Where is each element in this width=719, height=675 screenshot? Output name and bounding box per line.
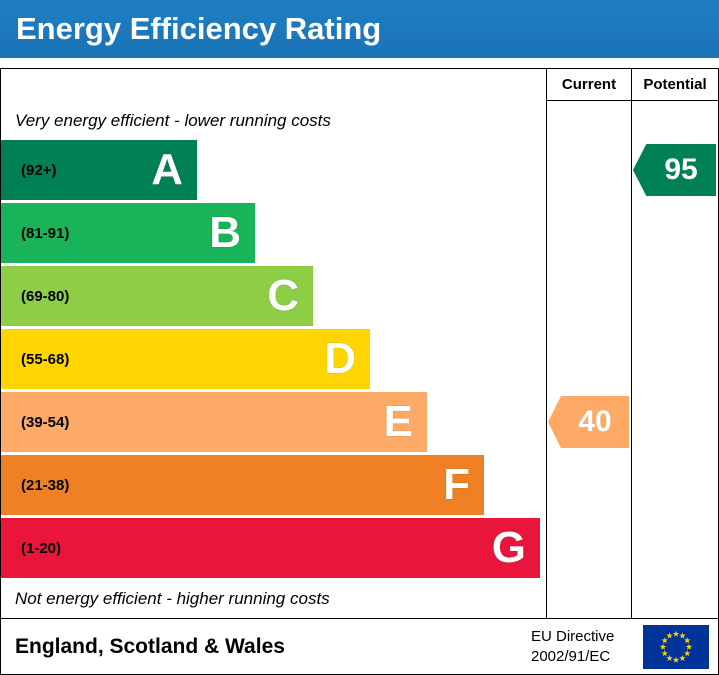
band-range-label: (81-91) [21, 224, 70, 242]
band-row-c: (69-80) C [1, 266, 546, 326]
current-rating-pointer: 40 [548, 396, 629, 448]
bands-area: Very energy efficient - lower running co… [1, 69, 546, 618]
eu-directive-line-1: EU Directive [531, 628, 615, 645]
band-bar-g: (1-20) G [1, 518, 540, 578]
band-letter-label: F [443, 460, 470, 509]
band-row-g: (1-20) G [1, 518, 546, 578]
band-bar-a: (92+) A [1, 140, 197, 200]
chart-area: Very energy efficient - lower running co… [1, 69, 718, 619]
band-letter-label: A [151, 145, 183, 194]
bottom-note: Not energy efficient - higher running co… [15, 589, 330, 608]
band-range-label: (1-20) [21, 539, 62, 557]
band-row-f: (21-38) F [1, 455, 546, 515]
band-bar-e: (39-54) E [1, 392, 427, 452]
band-letter-label: C [267, 271, 299, 320]
band-row-d: (55-68) D [1, 329, 546, 389]
potential-rating-pointer: 95 [633, 144, 716, 196]
band-letter-label: E [383, 397, 413, 446]
eu-directive-label: EU Directive 2002/91/EC [531, 627, 643, 666]
band-bar-f: (21-38) F [1, 455, 484, 515]
title-banner: Energy Efficiency Rating [0, 0, 719, 58]
band-row-b: (81-91) B [1, 203, 546, 263]
band-bar-d: (55-68) D [1, 329, 370, 389]
region-label: England, Scotland & Wales [15, 634, 285, 658]
band-range-label: (55-68) [21, 350, 70, 368]
band-range-label: (21-38) [21, 476, 70, 494]
band-row-a: (92+) A [1, 140, 546, 200]
footer: England, Scotland & Wales EU Directive 2… [1, 619, 718, 674]
chart-box: Very energy efficient - lower running co… [0, 68, 719, 675]
current-column: Current [546, 69, 631, 618]
eu-flag-icon [643, 624, 709, 669]
page-title: Energy Efficiency Rating [16, 11, 382, 46]
band-range-label: (92+) [21, 161, 57, 179]
band-letter-label: G [491, 523, 526, 572]
potential-column-header: Potential [632, 69, 718, 101]
band-letter-label: D [324, 334, 356, 383]
band-range-label: (39-54) [21, 413, 70, 431]
current-rating-pointer-value: 40 [578, 405, 612, 438]
current-column-header: Current [547, 69, 631, 101]
band-row-e: (39-54) E [1, 392, 546, 452]
eu-directive-line-2: 2002/91/EC [531, 647, 611, 665]
band-bar-b: (81-91) B [1, 203, 255, 263]
band-range-label: (69-80) [21, 287, 70, 305]
potential-column: Potential [631, 69, 718, 618]
top-note: Very energy efficient - lower running co… [15, 111, 331, 130]
band-letter-label: B [209, 208, 241, 257]
potential-rating-pointer-value: 95 [664, 153, 698, 186]
band-bar-c: (69-80) C [1, 266, 313, 326]
rating-bands: (92+) A (81-91) B (69-80) C (55-68) D (39-54) E (2… [1, 140, 546, 581]
